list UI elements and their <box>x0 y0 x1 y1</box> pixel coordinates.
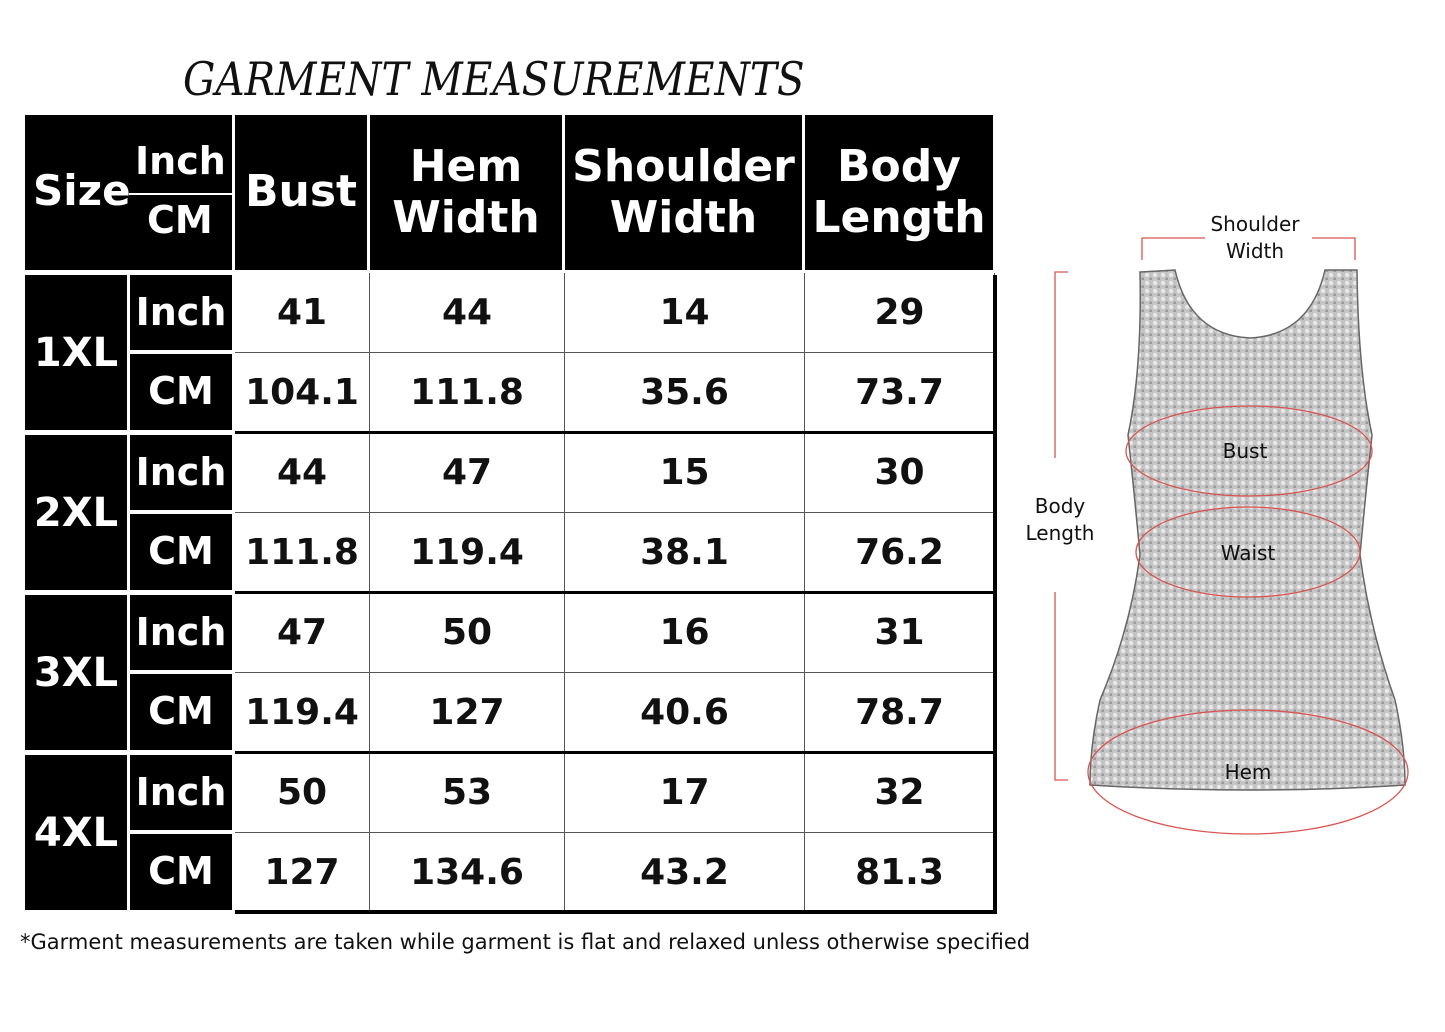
unit-label-cm: CM <box>130 514 232 590</box>
label-body-length: Body Length <box>1025 494 1095 545</box>
table-cell-cm: 104.1 <box>235 353 370 433</box>
unit-label-inch: Inch <box>130 755 232 830</box>
table-cell-cm: 134.6 <box>370 833 565 913</box>
waist-ellipse <box>1135 506 1361 598</box>
table-cell-cm: 43.2 <box>565 833 805 913</box>
label-bust: Bust <box>1222 439 1268 463</box>
group-divider <box>235 751 997 754</box>
table-cell-cm: 38.1 <box>565 513 805 593</box>
table-cell-inch: 30 <box>805 433 995 513</box>
unit-label-inch: Inch <box>130 435 232 510</box>
table-cell-inch: 44 <box>235 433 370 513</box>
table-cell-inch: 14 <box>565 273 805 353</box>
table-cell-cm: 119.4 <box>370 513 565 593</box>
size-label: 3XL <box>25 595 127 750</box>
table-cell-cm: 78.7 <box>805 673 995 753</box>
unit-label-cm: CM <box>130 834 232 910</box>
header-size-cell: Size Inch CM <box>25 115 232 270</box>
unit-label-cm: CM <box>130 674 232 750</box>
table-cell-cm: 127 <box>370 673 565 753</box>
size-label: 2XL <box>25 435 127 590</box>
bust-ellipse <box>1125 405 1373 497</box>
table-cell-inch: 15 <box>565 433 805 513</box>
table-cell-cm: 111.8 <box>370 353 565 433</box>
table-cell-inch: 16 <box>565 593 805 673</box>
body-length-line <box>1054 271 1068 781</box>
table-cell-cm: 81.3 <box>805 833 995 913</box>
header-body-length: Body Length <box>805 115 993 270</box>
header-bust: Bust <box>235 115 367 270</box>
page-title: GARMENT MEASUREMENTS <box>183 52 805 106</box>
table-cell-inch: 47 <box>370 433 565 513</box>
table-cell-cm: 76.2 <box>805 513 995 593</box>
header-shoulder-width: Shoulder Width <box>565 115 802 270</box>
table-right-border <box>993 275 997 914</box>
table-cell-cm: 73.7 <box>805 353 995 433</box>
label-shoulder-width: Shoulder Width <box>1210 212 1300 263</box>
unit-label-inch: Inch <box>130 595 232 670</box>
footnote: *Garment measurements are taken while ga… <box>20 930 1031 954</box>
hem-ellipse <box>1087 709 1409 835</box>
size-label: 4XL <box>25 755 127 910</box>
table-bottom-border <box>235 910 997 914</box>
table-cell-inch: 29 <box>805 273 995 353</box>
label-hem: Hem <box>1224 760 1272 784</box>
table-cell-inch: 17 <box>565 753 805 833</box>
table-cell-inch: 44 <box>370 273 565 353</box>
table-cell-cm: 40.6 <box>565 673 805 753</box>
table-cell-cm: 35.6 <box>565 353 805 433</box>
shoulder-width-line <box>1141 237 1356 260</box>
garment-diagram <box>1054 237 1409 835</box>
table-cell-inch: 47 <box>235 593 370 673</box>
table-cell-inch: 32 <box>805 753 995 833</box>
header-hem-width: Hem Width <box>370 115 562 270</box>
header-cm: CM <box>147 198 213 242</box>
header-inch: Inch <box>135 139 226 183</box>
table-cell-inch: 31 <box>805 593 995 673</box>
group-divider <box>235 431 997 434</box>
table-cell-cm: 127 <box>235 833 370 913</box>
table-cell-inch: 50 <box>235 753 370 833</box>
table-cell-cm: 111.8 <box>235 513 370 593</box>
unit-label-inch: Inch <box>130 275 232 350</box>
table-cell-inch: 41 <box>235 273 370 353</box>
group-divider <box>235 591 997 594</box>
label-waist: Waist <box>1220 541 1276 565</box>
table-cell-inch: 53 <box>370 753 565 833</box>
header-size: Size <box>33 166 131 215</box>
table-cell-inch: 50 <box>370 593 565 673</box>
table-cell-cm: 119.4 <box>235 673 370 753</box>
header-divider <box>129 193 232 195</box>
garment-silhouette <box>1089 269 1406 791</box>
unit-label-cm: CM <box>130 354 232 430</box>
size-label: 1XL <box>25 275 127 430</box>
